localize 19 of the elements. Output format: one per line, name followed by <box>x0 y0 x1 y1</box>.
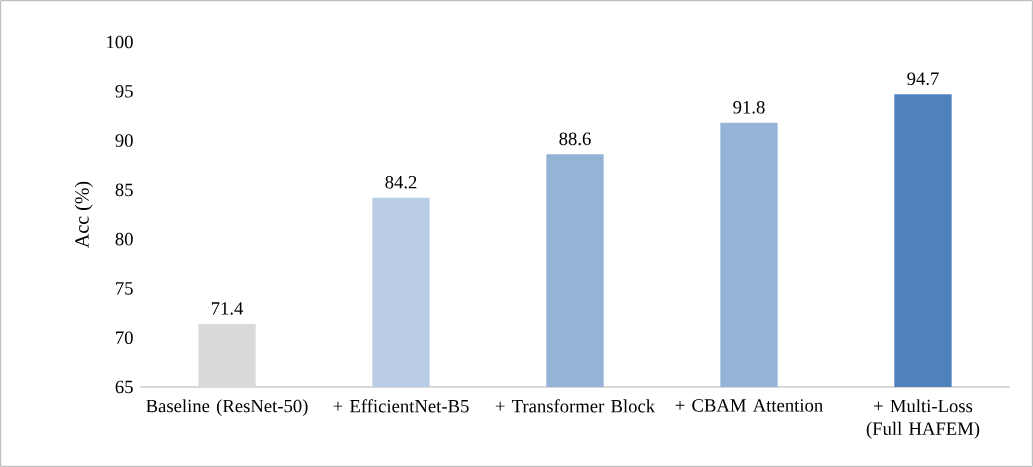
data-label: 84.2 <box>385 175 417 189</box>
data-label: 88.6 <box>559 132 591 146</box>
x-tick-label: + Transformer Block <box>495 399 656 413</box>
y-tick-label: 100 <box>107 35 133 49</box>
y-tick-label: 75 <box>116 282 133 295</box>
y-axis-title: Acc (%) <box>74 181 93 248</box>
data-label: 91.8 <box>733 100 765 114</box>
data-label: 71.4 <box>211 302 244 315</box>
x-tick-label: + EfficientNet-B5 <box>333 399 469 413</box>
y-tick-label: 80 <box>115 232 133 246</box>
x-tick-label: + Multi-Loss (Full HAFEM) <box>866 399 980 439</box>
y-tick-label: 70 <box>116 331 133 345</box>
x-tick-label: Baseline (ResNet-50) <box>146 399 308 417</box>
y-tick-label: 65 <box>115 380 133 394</box>
y-tick-label: 95 <box>115 85 133 98</box>
data-label: 94.7 <box>907 72 939 86</box>
y-tick-label: 85 <box>115 183 133 197</box>
y-tick-label: 90 <box>115 134 133 147</box>
x-tick-label: + CBAM Attention <box>675 399 823 412</box>
